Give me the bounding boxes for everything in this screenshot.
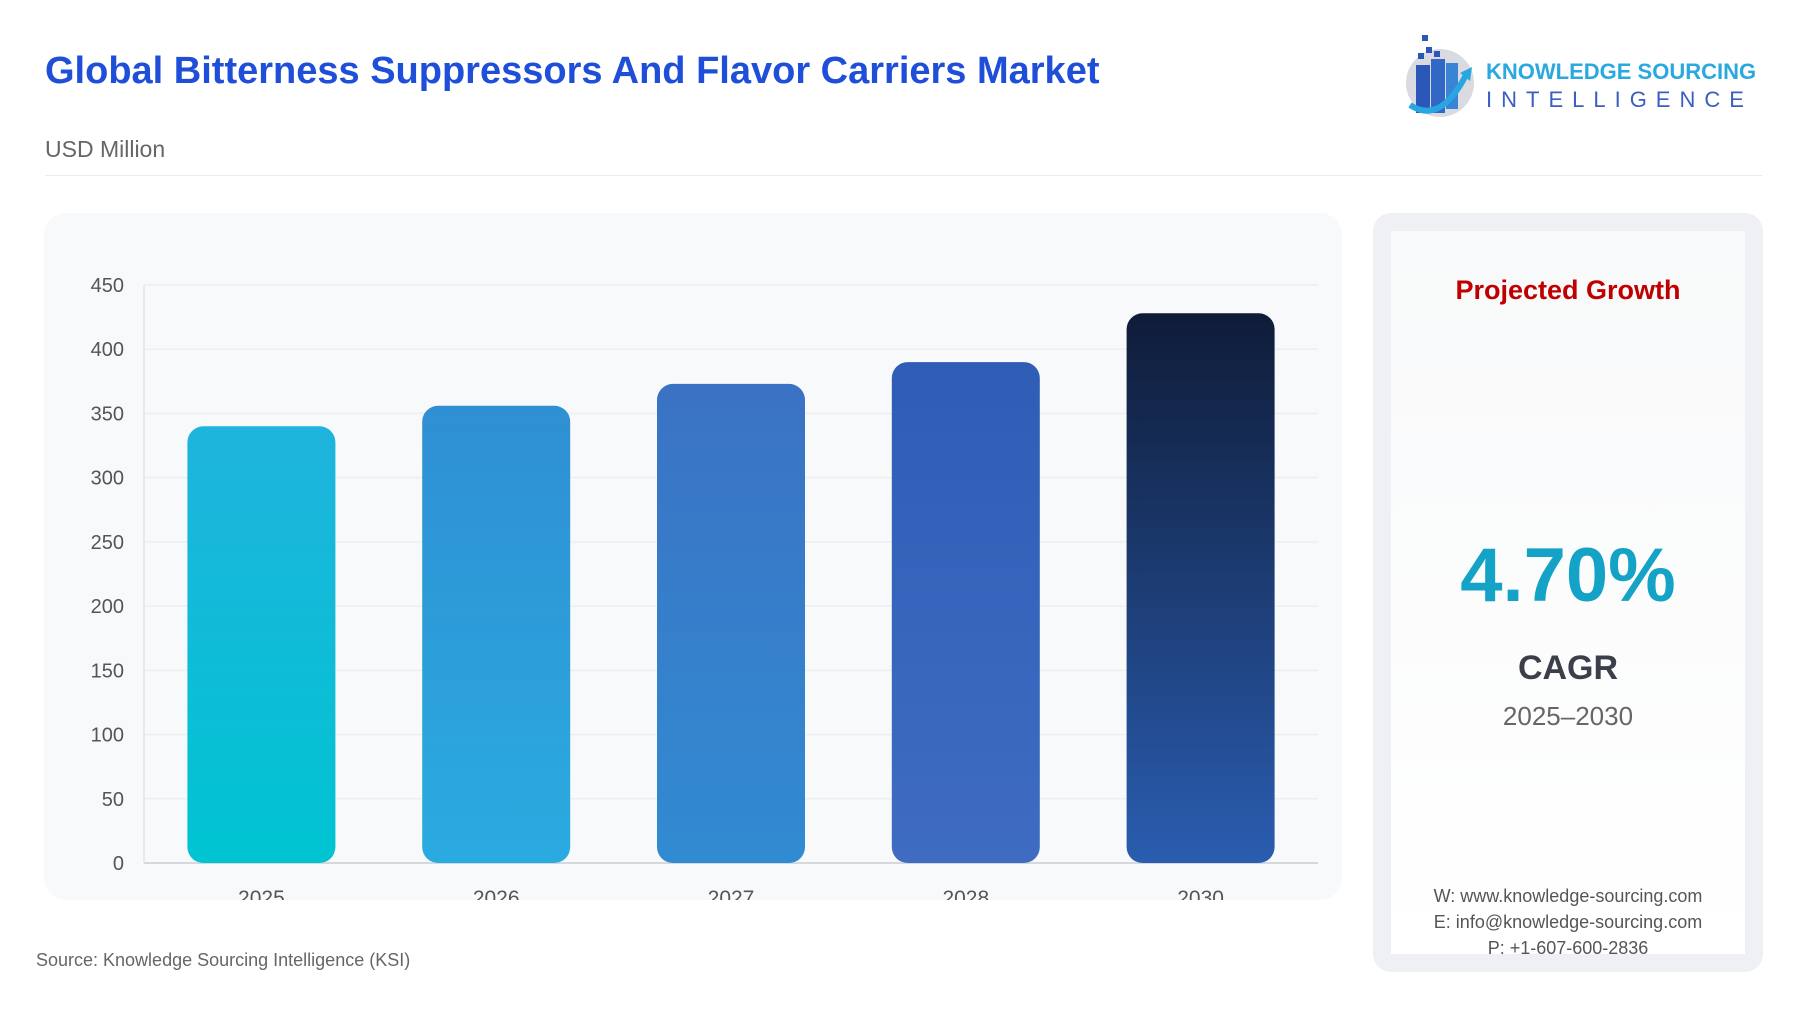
x-tick-label: 2030 [1177,887,1224,900]
company-logo: KNOWLEDGE SOURCING INTELLIGENCE [1400,25,1770,120]
cagr-period: 2025–2030 [1502,701,1634,731]
contact-info: W: www.knowledge-sourcing.com E: info@kn… [1391,883,1745,961]
growth-heading: Projected Growth [1455,275,1681,305]
y-tick-label: 200 [91,596,124,618]
bar-chart: 0 50 100 150 200 250 300 350 400 450 2025 2026 2027 2… [91,275,1318,900]
cagr-value: 4.70% [1460,533,1676,618]
x-tick-label: 2028 [942,887,989,900]
bar-2026 [422,405,571,863]
x-tick-label: 2027 [708,887,755,900]
y-tick-label: 450 [91,275,124,297]
y-tick-label: 300 [91,468,124,490]
bar-2028 [891,362,1040,863]
unit-label: USD Million [45,136,166,162]
growth-card: Projected Growth 4.70% CAGR 2025–2030 W:… [1373,213,1763,972]
y-tick-label: 100 [91,725,124,747]
y-tick-label: 150 [91,660,124,682]
logo-text-line1: KNOWLEDGE SOURCING [1486,59,1757,84]
contact-phone: P: +1-607-600-2836 [1487,938,1649,958]
y-tick-label: 400 [91,339,124,361]
logo-text-line2: INTELLIGENCE [1486,87,1753,112]
x-tick-label: 2025 [238,887,285,900]
page-title: Global Bitterness Suppressors And Flavor… [45,50,1100,92]
bar-2030 [1126,313,1275,863]
y-tick-label: 250 [91,532,124,554]
bar-2025 [187,426,336,863]
bar-2027 [657,383,805,863]
divider [45,175,1762,176]
y-tick-label: 350 [91,403,124,425]
y-tick-label: 0 [113,853,124,875]
y-tick-label: 50 [102,789,124,811]
chart-card: 0 50 100 150 200 250 300 350 400 450 2025 2026 2027 2… [44,213,1342,900]
contact-web: W: www.knowledge-sourcing.com [1433,886,1703,906]
contact-email: E: info@knowledge-sourcing.com [1433,912,1703,932]
source-note: Source: Knowledge Sourcing Intelligence … [36,950,411,970]
x-tick-label: 2026 [473,887,520,900]
logo-icon [1406,35,1474,117]
cagr-label: CAGR [1517,649,1619,687]
